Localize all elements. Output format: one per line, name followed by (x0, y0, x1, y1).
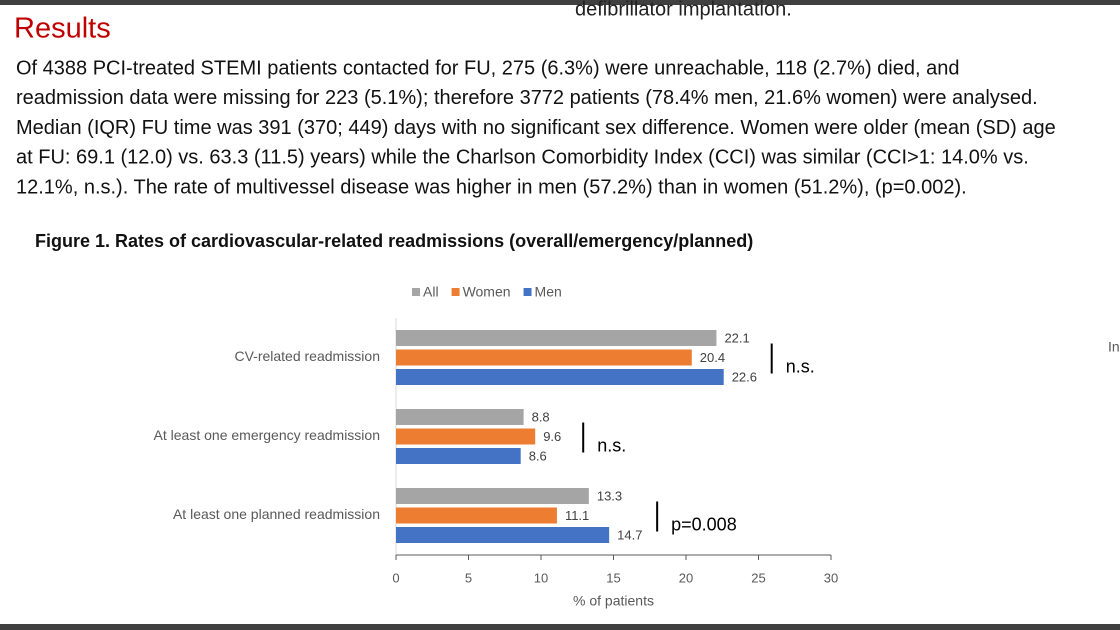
edge-text: In (1108, 339, 1120, 355)
x-tick-label: 0 (392, 570, 399, 585)
value-label: 8.6 (529, 448, 547, 463)
paragraph-line: at FU: 69.1 (12.0) vs. 63.3 (11.5) years… (16, 147, 1029, 169)
significance-label: p=0.008 (671, 514, 737, 534)
title: Results (14, 13, 111, 45)
paragraph-line: Median (IQR) FU time was 391 (370; 449) … (16, 117, 1056, 139)
legend-label: Women (463, 284, 511, 300)
significance-label: n.s. (597, 435, 626, 455)
bar (396, 428, 536, 445)
paragraph-line: readmission data were missing for 223 (5… (16, 87, 1038, 109)
paragraph-line: Of 4388 PCI-treated STEMI patients conta… (16, 57, 959, 79)
bar (396, 369, 724, 385)
top-bar (0, 0, 1120, 5)
bar (396, 527, 610, 543)
category-label: At least one planned readmission (173, 506, 380, 522)
x-axis-label: % of patients (573, 593, 654, 609)
bar (396, 448, 521, 464)
bar (396, 488, 589, 504)
value-label: 11.1 (565, 508, 589, 523)
value-label: 20.4 (700, 350, 725, 365)
value-label: 14.7 (617, 527, 642, 542)
legend-swatch (412, 288, 420, 296)
value-label: 13.3 (597, 488, 622, 503)
bar (396, 409, 524, 425)
x-tick-label: 25 (751, 570, 765, 585)
value-label: 9.6 (543, 429, 561, 444)
cut-text: defibrillator implantation. (575, 0, 792, 20)
value-label: 22.1 (724, 330, 749, 345)
paragraph-line: 12.1%, n.s.). The rate of multivessel di… (16, 176, 967, 198)
bar (396, 330, 717, 346)
x-tick-label: 30 (824, 570, 838, 585)
figure-title: Figure 1. Rates of cardiovascular-relate… (35, 231, 753, 251)
bottom-bar (0, 624, 1120, 630)
legend-label: All (423, 284, 439, 300)
x-tick-label: 20 (679, 570, 693, 585)
legend-swatch (523, 288, 532, 296)
value-label: 8.8 (532, 409, 550, 424)
category-label: CV-related readmission (234, 348, 380, 364)
x-tick-label: 10 (534, 570, 548, 585)
x-tick-label: 5 (465, 570, 472, 585)
value-label: 22.6 (732, 369, 757, 384)
x-tick-label: 15 (606, 570, 620, 585)
legend-label: Men (535, 284, 562, 300)
bar (396, 507, 557, 524)
significance-label: n.s. (786, 356, 815, 376)
category-label: At least one emergency readmission (154, 427, 380, 443)
bar (396, 349, 692, 366)
legend-swatch (451, 288, 460, 296)
